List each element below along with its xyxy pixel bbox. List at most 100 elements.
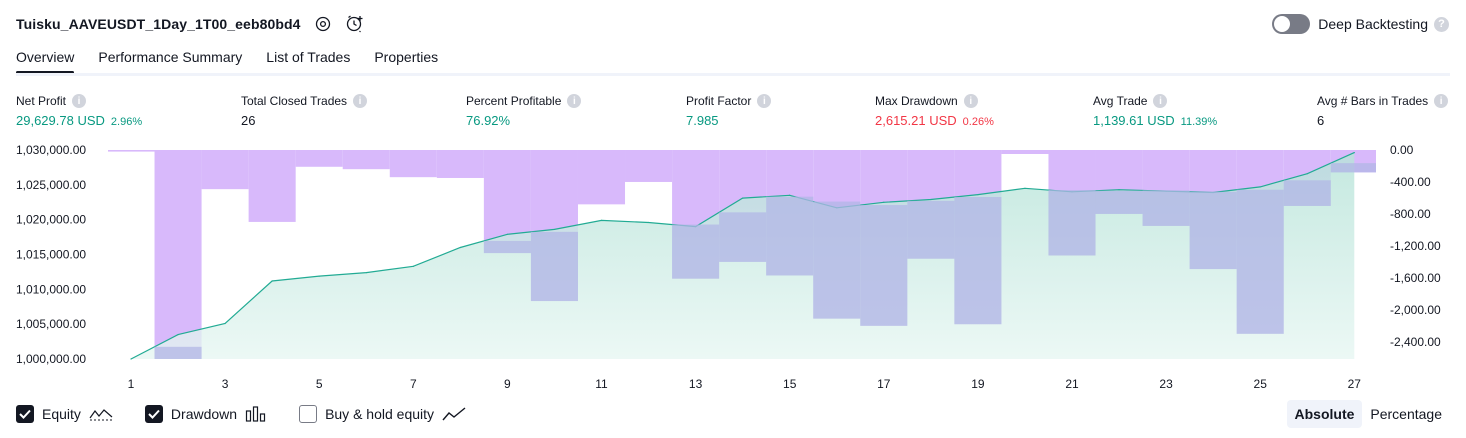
x-tick-label: 3 (222, 377, 229, 391)
drawdown-equity-overlap (766, 196, 814, 276)
help-icon[interactable]: ? (1434, 16, 1449, 32)
equity-point (789, 194, 791, 196)
x-tick-label: 21 (1065, 377, 1079, 391)
equity-point (177, 334, 179, 336)
info-icon[interactable]: i (567, 94, 582, 108)
x-tick-label: 9 (504, 377, 511, 391)
x-tick-label: 1 (128, 377, 135, 391)
drawdown-bar (1001, 150, 1049, 154)
metric-avg-trade: Avg Trade i 1,139.61 USD 11.39% (1093, 93, 1217, 129)
metric-profit-factor: Profit Factor i 7.985 (686, 93, 772, 129)
info-icon[interactable]: i (72, 94, 87, 108)
deep-backtesting-label: Deep Backtesting (1318, 16, 1428, 32)
metric-percent: 2.96% (110, 116, 143, 128)
absolute-button[interactable]: Absolute (1286, 400, 1363, 428)
drawdown-bar (625, 150, 673, 182)
legend-drawdown-label: Drawdown (170, 406, 238, 422)
info-icon[interactable]: i (963, 94, 978, 108)
strategy-title: Tuisku_AAVEUSDT_1Day_1T00_eeb80bd4 (16, 16, 301, 32)
drawdown-bar (389, 150, 437, 178)
equity-point (930, 198, 932, 201)
equity-point (1306, 173, 1308, 175)
metric-max-drawdown: Max Drawdown i 2,615.21 USD 0.26% (875, 93, 994, 129)
report-tabs: Overview Performance Summary List of Tra… (16, 45, 462, 75)
x-tick-label: 27 (1348, 377, 1362, 391)
drawdown-equity-overlap (672, 224, 720, 279)
x-tick-label: 5 (316, 377, 323, 391)
metric-label: Profit Factor (686, 94, 752, 108)
drawdown-equity-overlap (954, 197, 1002, 325)
drawdown-bars-icon (245, 406, 267, 422)
metric-value: 1,139.61 USD (1093, 113, 1175, 128)
legend-buy-hold-label: Buy & hold equity (325, 406, 435, 422)
y-left-tick-label: 1,020,000.00 (16, 213, 86, 227)
x-tick-label: 11 (595, 377, 608, 391)
title-bar: Tuisku_AAVEUSDT_1Day_1T00_eeb80bd4 (16, 13, 365, 35)
drawdown-equity-overlap (1283, 180, 1331, 206)
equity-line-icon (89, 406, 113, 422)
info-icon[interactable]: i (757, 94, 772, 108)
tab-list-of-trades[interactable]: List of Trades (266, 49, 351, 65)
metric-total-closed-trades: Total Closed Trades i 26 (241, 93, 368, 129)
equity-point (506, 233, 508, 235)
equity-point (365, 272, 367, 274)
equity-point (742, 197, 744, 199)
info-icon[interactable]: i (353, 94, 368, 108)
y-left-tick-label: 1,010,000.00 (16, 282, 86, 296)
equity-point (1259, 186, 1261, 188)
deep-backtesting: Deep Backtesting ? (1272, 13, 1449, 35)
info-icon[interactable]: i (1153, 94, 1168, 108)
drawdown-equity-overlap (1330, 163, 1376, 173)
metric-avg-bars: Avg # Bars in Trades i 6 (1317, 93, 1449, 129)
equity-point (130, 358, 132, 360)
x-tick-label: 7 (410, 377, 417, 391)
y-right-tick-label: -1,200.00 (1390, 239, 1441, 253)
percentage-button[interactable]: Percentage (1370, 406, 1442, 422)
y-left-tick-label: 1,000,000.00 (16, 352, 86, 366)
equity-point (318, 275, 320, 277)
info-icon[interactable]: i (1434, 94, 1449, 108)
drawdown-bar (577, 150, 626, 205)
settings-cog-icon[interactable] (313, 14, 333, 34)
drawdown-equity-overlap (1142, 190, 1190, 226)
drawdown-equity-overlap (907, 200, 955, 259)
deep-backtesting-toggle[interactable] (1272, 14, 1311, 34)
equity-point (600, 219, 603, 221)
drawdown-equity-overlap (1095, 190, 1143, 214)
metric-percent-profitable: Percent Profitable i 76.92% (466, 93, 582, 129)
drawdown-checkbox[interactable] (144, 405, 163, 423)
value-mode-switch: Absolute Percentage (1286, 400, 1451, 428)
drawdown-equity-overlap (483, 240, 531, 254)
tab-properties[interactable]: Properties (374, 49, 439, 65)
drawdown-equity-overlap (1189, 191, 1237, 270)
metric-value: 26 (241, 113, 256, 128)
metric-percent: 11.39% (1180, 116, 1218, 128)
tab-overview[interactable]: Overview (16, 45, 75, 75)
metric-value: 2,615.21 USD (875, 113, 957, 128)
y-right-tick-label: -2,000.00 (1390, 303, 1441, 317)
legend-equity[interactable]: Equity (16, 405, 113, 423)
equity-point (647, 221, 650, 224)
y-left-tick-label: 1,030,000.00 (16, 143, 86, 157)
metric-value: 6 (1317, 113, 1325, 128)
equity-point (412, 265, 414, 267)
drawdown-bar (154, 150, 202, 359)
equity-point (224, 322, 226, 325)
x-tick-label: 15 (783, 377, 797, 391)
equity-point (1118, 189, 1120, 191)
buy-hold-line-icon (442, 406, 466, 422)
tab-performance-summary[interactable]: Performance Summary (98, 49, 243, 65)
drawdown-equity-overlap (719, 212, 767, 262)
equity-checkbox[interactable] (16, 405, 34, 423)
buy-hold-checkbox[interactable] (299, 405, 318, 423)
legend-buy-hold[interactable]: Buy & hold equity (299, 405, 466, 423)
y-left-tick-label: 1,005,000.00 (16, 317, 86, 331)
drawdown-bar (342, 150, 390, 170)
y-right-tick-label: -400.00 (1390, 175, 1431, 189)
legend-drawdown[interactable]: Drawdown (144, 405, 267, 423)
y-left-tick-label: 1,015,000.00 (16, 248, 86, 262)
add-alert-clock-icon[interactable] (345, 14, 365, 34)
x-tick-label: 17 (877, 377, 891, 391)
equity-drawdown-chart[interactable]: 1,030,000.00 1,025,000.00 1,020,000.00 1,01… (0, 138, 1466, 396)
x-tick-label: 19 (971, 377, 985, 391)
